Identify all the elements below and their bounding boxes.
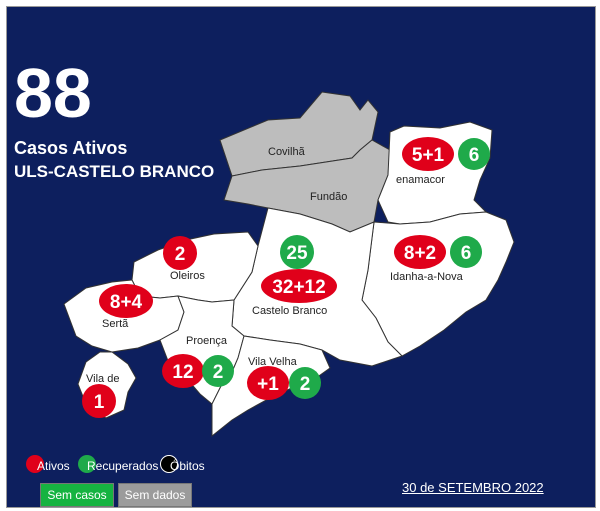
svg-text:1: 1: [94, 392, 105, 413]
svg-text:+1: +1: [257, 374, 279, 395]
label-vila-velha: Vila Velha: [248, 356, 298, 368]
bubble-oleiros-ativos[interactable]: 2: [163, 236, 197, 270]
svg-text:32+12: 32+12: [272, 277, 325, 298]
bubble-proenca-ativos[interactable]: 12: [162, 354, 204, 388]
svg-text:6: 6: [469, 145, 480, 166]
label-proenca: Proença: [186, 335, 228, 347]
svg-text:2: 2: [300, 374, 311, 395]
svg-text:2: 2: [175, 244, 186, 265]
label-vila-de-rei: Vila de: [86, 373, 119, 385]
label-penamacor: enamacor: [396, 174, 445, 186]
bubble-idanha-recuperados[interactable]: 6: [450, 236, 482, 268]
label-idanha: Idanha-a-Nova: [390, 271, 464, 283]
bubble-idanha-ativos[interactable]: 8+2: [394, 235, 446, 269]
svg-text:2: 2: [213, 362, 224, 383]
bubble-vila-velha-ativos[interactable]: +1: [247, 366, 289, 400]
svg-text:8+2: 8+2: [404, 243, 436, 264]
unit-name: ULS-CASTELO BRANCO: [14, 162, 215, 181]
municipality-idanha-a-nova[interactable]: [361, 211, 515, 357]
bubble-castelo-branco-ativos[interactable]: 32+12: [261, 269, 337, 303]
report-date: 30 de SETEMBRO 2022: [402, 480, 544, 495]
label-serta: Sertã: [102, 318, 129, 330]
legend-obitos-label: Óbitos: [170, 459, 205, 473]
svg-text:25: 25: [286, 243, 308, 264]
legend-recuperados-label: Recuperados: [87, 459, 159, 473]
label-oleiros: Oleiros: [170, 270, 205, 282]
bubble-fundao-recuperados[interactable]: 25: [280, 235, 314, 269]
legend-obitos-dot: [160, 455, 178, 473]
svg-text:5+1: 5+1: [412, 145, 445, 166]
active-cases-label: Casos Ativos: [14, 138, 128, 158]
bubble-penamacor-ativos[interactable]: 5+1: [402, 137, 454, 171]
municipality-penamacor[interactable]: [377, 121, 493, 225]
svg-text:12: 12: [172, 362, 193, 383]
sem-dados-button[interactable]: Sem dados: [118, 483, 192, 507]
label-fundao: Fundão: [310, 191, 347, 203]
label-castelo-branco: Castelo Branco: [252, 305, 327, 317]
legend-ativos-label: Ativos: [37, 459, 70, 473]
svg-text:6: 6: [461, 243, 472, 264]
bubble-proenca-recuperados[interactable]: 2: [202, 355, 234, 387]
legend-ativos-dot: [26, 455, 44, 473]
sem-casos-button[interactable]: Sem casos: [40, 483, 114, 507]
bubble-serta-ativos[interactable]: 8+4: [99, 284, 153, 318]
label-covilha: Covilhã: [268, 146, 306, 158]
bubble-penamacor-recuperados[interactable]: 6: [458, 138, 490, 170]
bubble-vila-velha-recuperados[interactable]: 2: [289, 367, 321, 399]
svg-text:8+4: 8+4: [110, 292, 143, 313]
active-cases-total: 88: [14, 54, 92, 132]
bubble-vila-de-rei-ativos[interactable]: 1: [82, 384, 116, 418]
legend-recuperados-dot: [78, 455, 96, 473]
municipality-oleiros[interactable]: [131, 231, 259, 303]
